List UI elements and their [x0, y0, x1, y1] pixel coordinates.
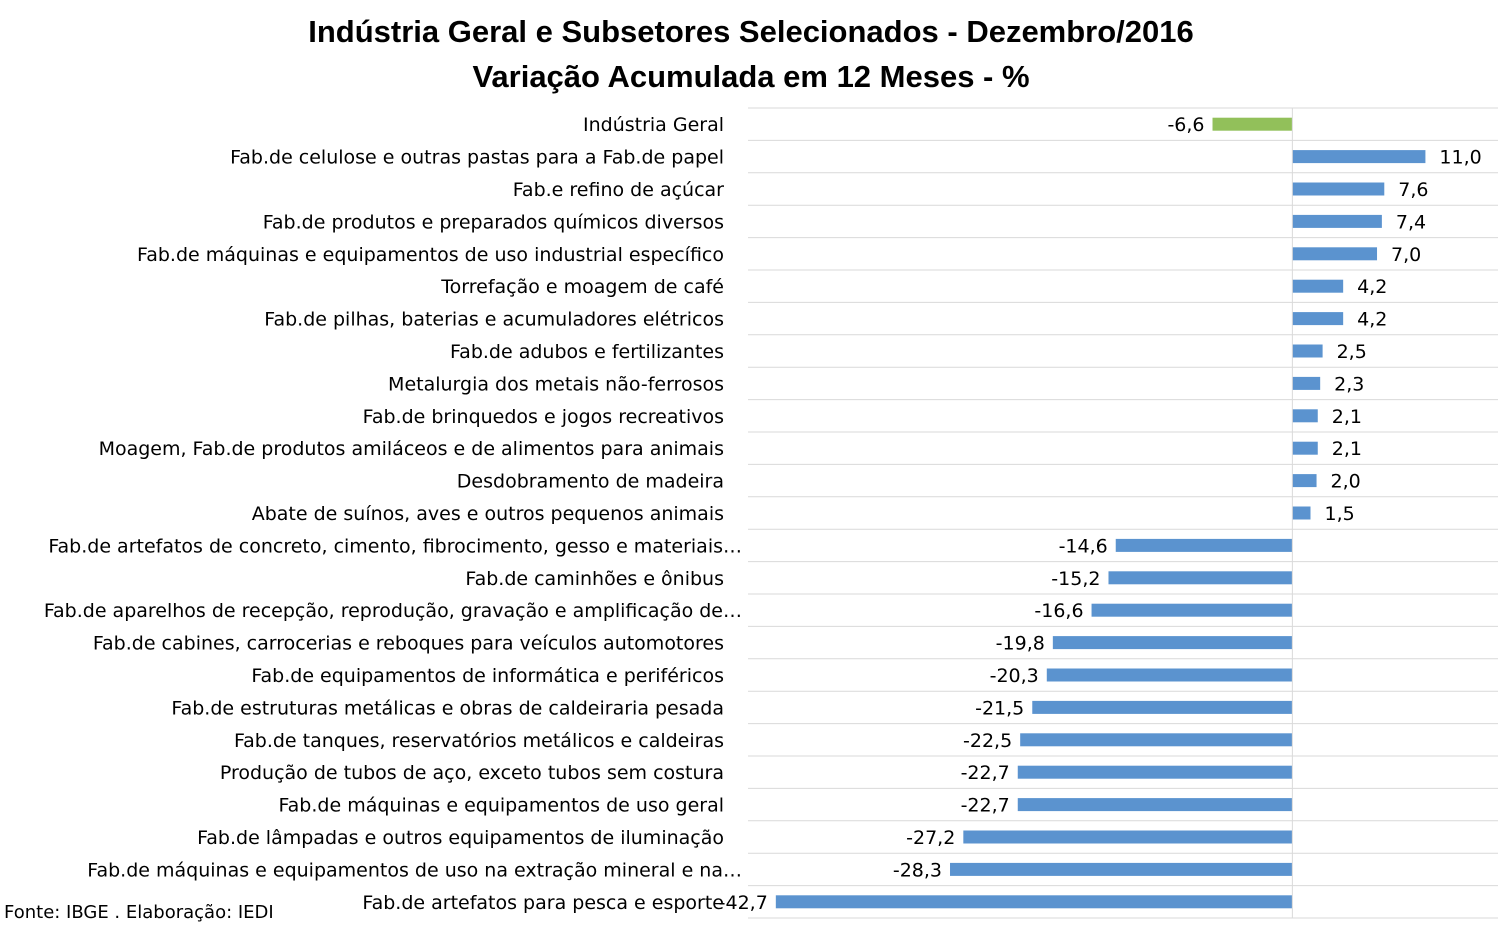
category-label: Fab.de produtos e preparados químicos di… — [263, 211, 724, 233]
category-label: Fab.de máquinas e equipamentos de uso ge… — [278, 795, 724, 817]
category-label: Fab.de artefatos para pesca e esporte — [362, 892, 724, 914]
category-label: Fab.de celulose e outras pastas para a F… — [230, 147, 724, 169]
category-label: Torrefação e moagem de café — [440, 276, 724, 298]
data-label: -20,3 — [990, 665, 1039, 687]
data-label: -22,5 — [963, 730, 1012, 752]
bar — [1292, 182, 1385, 196]
chart-title: Indústria Geral e Subsetores Selecionado… — [308, 14, 1194, 49]
category-label: Fab.e refino de açúcar — [513, 179, 724, 201]
category-label: Fab.de cabines, carrocerias e reboques p… — [93, 633, 724, 655]
bar — [1052, 636, 1293, 650]
bar — [1017, 765, 1293, 779]
bar — [1292, 506, 1311, 520]
category-label: Fab.de artefatos de concreto, cimento, f… — [48, 535, 742, 557]
data-label: 7,4 — [1396, 211, 1426, 233]
category-label: Fab.de lâmpadas e outros equipamentos de… — [197, 827, 724, 849]
category-label: Desdobramento de madeira — [457, 471, 724, 493]
bar — [775, 895, 1293, 909]
category-label: Indústria Geral — [583, 114, 724, 136]
data-label: 4,2 — [1357, 276, 1387, 298]
category-label: Produção de tubos de aço, exceto tubos s… — [220, 762, 724, 784]
data-label: 2,5 — [1337, 341, 1367, 363]
bar — [1091, 603, 1293, 617]
category-label: Fab.de estruturas metálicas e obras de c… — [171, 697, 724, 719]
bar — [1292, 279, 1344, 293]
data-label: 1,5 — [1325, 503, 1355, 525]
category-label: Fab.de tanques, reservatórios metálicos … — [234, 730, 724, 752]
category-label: Metalurgia dos metais não-ferrosos — [388, 373, 724, 395]
bar — [1020, 733, 1293, 747]
category-label: Fab.de brinquedos e jogos recreativos — [363, 406, 724, 428]
bars — [775, 117, 1426, 909]
data-label: -21,5 — [975, 697, 1024, 719]
category-label: Fab.de pilhas, baterias e acumuladores e… — [264, 309, 724, 331]
data-label: -22,7 — [961, 762, 1010, 784]
bar — [1292, 409, 1318, 423]
data-label: 2,1 — [1332, 406, 1362, 428]
bar — [1032, 700, 1293, 714]
bar — [1046, 668, 1293, 682]
bar — [1108, 571, 1293, 585]
bar — [1292, 441, 1318, 455]
bar — [1292, 214, 1382, 228]
data-label: -19,8 — [996, 633, 1045, 655]
data-label: -6,6 — [1167, 114, 1204, 136]
data-label: 2,1 — [1332, 438, 1362, 460]
data-label: -28,3 — [893, 859, 942, 881]
bar — [1292, 376, 1321, 390]
data-label: -42,7 — [719, 892, 768, 914]
data-label: 4,2 — [1357, 309, 1387, 331]
bar — [1017, 798, 1293, 812]
category-label: Fab.de adubos e fertilizantes — [450, 341, 724, 363]
data-label: -14,6 — [1059, 535, 1108, 557]
data-label: 7,6 — [1398, 179, 1428, 201]
data-label: 7,0 — [1391, 244, 1421, 266]
bar — [1212, 117, 1293, 131]
data-label: 11,0 — [1439, 147, 1481, 169]
bar — [1115, 538, 1293, 552]
bar — [1292, 344, 1323, 358]
data-label: 2,0 — [1331, 471, 1361, 493]
bar — [1292, 312, 1344, 326]
category-label: Fab.de caminhões e ônibus — [465, 568, 724, 590]
category-label: Fab.de equipamentos de informática e per… — [251, 665, 724, 687]
data-labels: -6,611,07,67,47,04,24,22,52,32,12,12,01,… — [719, 114, 1482, 914]
category-label: Fab.de máquinas e equipamentos de uso in… — [137, 244, 724, 266]
bar — [950, 862, 1293, 876]
bar — [963, 830, 1293, 844]
category-label: Abate de suínos, aves e outros pequenos … — [252, 503, 724, 525]
category-labels: Indústria Geral Fab.de celulose e outras … — [44, 114, 742, 914]
bar — [1292, 150, 1426, 164]
data-label: 2,3 — [1334, 373, 1364, 395]
gridlines — [748, 107, 1498, 919]
data-label: -15,2 — [1051, 568, 1100, 590]
category-label: Fab.de aparelhos de recepção, reprodução… — [44, 600, 742, 622]
data-label: -22,7 — [961, 795, 1010, 817]
chart-subtitle: Variação Acumulada em 12 Meses - % — [472, 59, 1029, 94]
bar — [1292, 474, 1317, 488]
category-label: Fab.de máquinas e equipamentos de uso na… — [87, 859, 742, 881]
category-label: Moagem, Fab.de produtos amiláceos e de a… — [99, 438, 724, 460]
source-note: Fonte: IBGE . Elaboração: IEDI — [4, 902, 274, 923]
bar — [1292, 247, 1378, 261]
data-label: -27,2 — [906, 827, 955, 849]
data-label: -16,6 — [1034, 600, 1083, 622]
